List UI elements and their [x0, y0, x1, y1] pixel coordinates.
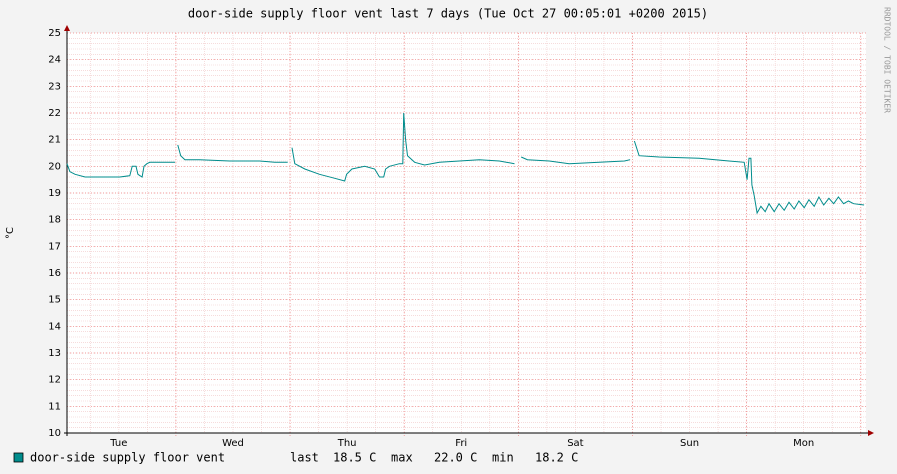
legend-stat-value: 18.2 C — [535, 451, 578, 465]
legend-stat-label: max — [391, 451, 413, 465]
legend-label: door-side supply floor vent — [30, 451, 225, 465]
x-tick-label: Sun — [680, 438, 699, 449]
x-tick-label: Thu — [337, 438, 357, 449]
y-axis-label: °C — [5, 227, 16, 239]
legend-stat-value: 22.0 C — [434, 451, 477, 465]
y-axis-arrow — [64, 25, 70, 31]
y-tick-label: 18 — [48, 215, 61, 226]
y-tick-label: 12 — [48, 375, 61, 386]
data-line — [66, 112, 865, 215]
legend-stat-label: last — [290, 451, 319, 465]
y-tick-label: 14 — [48, 321, 61, 332]
y-tick-label: 23 — [48, 81, 61, 92]
chart-title: door-side supply floor vent last 7 days … — [188, 7, 708, 21]
x-tick-label: Tue — [109, 438, 127, 449]
y-tick-label: 20 — [48, 161, 61, 172]
legend-stat-value: 18.5 C — [333, 451, 376, 465]
x-tick-label: Mon — [793, 438, 814, 449]
x-tick-label: Wed — [222, 438, 244, 449]
plot-area — [67, 33, 866, 433]
y-tick-label: 19 — [48, 188, 61, 199]
y-tick-label: 21 — [48, 135, 61, 146]
legend-stat-label: min — [492, 451, 514, 465]
y-tick-label: 22 — [48, 108, 61, 119]
y-tick-label: 15 — [48, 295, 61, 306]
y-tick-label: 17 — [48, 241, 61, 252]
y-tick-label: 10 — [48, 428, 61, 439]
y-tick-label: 24 — [48, 55, 61, 66]
x-tick-label: Fri — [455, 438, 467, 449]
x-tick-label: Sat — [567, 438, 583, 449]
y-tick-label: 16 — [48, 268, 61, 279]
y-tick-label: 11 — [48, 401, 61, 412]
x-axis-arrow — [868, 430, 874, 436]
y-tick-label: 25 — [48, 28, 61, 39]
watermark: RRDTOOL / TOBI OETIKER — [883, 7, 892, 113]
legend-swatch — [13, 452, 24, 463]
y-tick-label: 13 — [48, 348, 61, 359]
